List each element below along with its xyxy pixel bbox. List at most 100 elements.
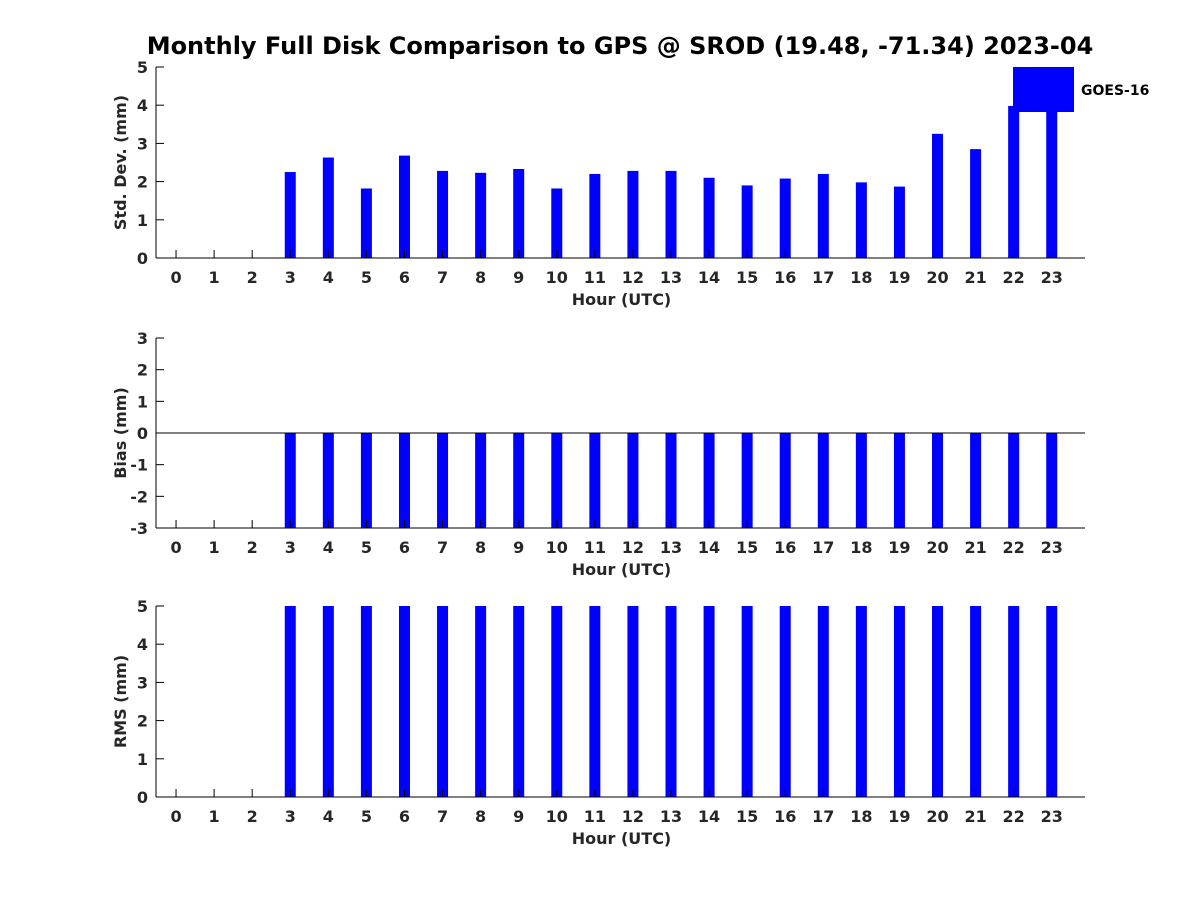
bar-rms-hour-20	[932, 606, 944, 797]
x-tick-label: 23	[1041, 538, 1063, 557]
x-tick-label: 0	[170, 268, 181, 287]
bar-rms-hour-9	[513, 606, 525, 797]
bar-rms-hour-19	[893, 606, 905, 797]
x-tick-label: 19	[888, 268, 910, 287]
x-tick-label: 3	[285, 538, 296, 557]
x-tick-label: 13	[660, 538, 682, 557]
x-tick-label: 9	[513, 807, 524, 826]
bar-bias-hour-13	[665, 433, 677, 528]
legend-label: GOES-16	[1081, 83, 1149, 99]
bar-rms-hour-21	[970, 606, 982, 797]
y-tick-label: 1	[137, 211, 148, 230]
bar-bias-hour-9	[513, 433, 525, 528]
x-tick-label: 5	[361, 807, 372, 826]
y-tick-label: 5	[137, 597, 148, 616]
bar-rms-hour-16	[779, 606, 791, 797]
x-tick-label: 2	[247, 538, 258, 557]
bar-std-dev-hour-6	[398, 155, 410, 258]
bar-rms-hour-12	[627, 606, 639, 797]
y-tick-label: 2	[137, 173, 148, 192]
bar-std-dev-hour-8	[475, 172, 487, 258]
x-tick-label: 16	[774, 268, 796, 287]
x-tick-label: 6	[399, 268, 410, 287]
x-axis-label: Hour (UTC)	[572, 560, 672, 579]
x-tick-label: 6	[399, 538, 410, 557]
bar-std-dev-hour-21	[970, 149, 982, 258]
bar-rms-hour-4	[322, 606, 334, 797]
y-tick-label: 0	[137, 424, 148, 443]
bar-rms-hour-13	[665, 606, 677, 797]
y-tick-label: 4	[137, 635, 148, 654]
x-tick-label: 12	[622, 268, 644, 287]
y-tick-label: 3	[137, 329, 148, 348]
bar-bias-hour-21	[970, 433, 982, 528]
bar-std-dev-hour-23	[1046, 89, 1058, 258]
bar-rms-hour-17	[817, 606, 829, 797]
x-tick-label: 20	[926, 268, 948, 287]
x-tick-label: 19	[888, 807, 910, 826]
bar-rms-hour-18	[855, 606, 867, 797]
bar-rms-hour-10	[551, 606, 563, 797]
x-tick-label: 18	[850, 538, 872, 557]
x-tick-label: 9	[513, 268, 524, 287]
bar-std-dev-hour-9	[513, 168, 525, 258]
x-tick-label: 11	[584, 268, 606, 287]
bar-bias-hour-6	[398, 433, 410, 528]
bar-bias-hour-18	[855, 433, 867, 528]
x-tick-label: 7	[437, 268, 448, 287]
x-tick-label: 14	[698, 807, 720, 826]
x-tick-label: 22	[1003, 807, 1025, 826]
bar-std-dev-hour-16	[779, 178, 791, 258]
x-tick-label: 14	[698, 538, 720, 557]
bar-bias-hour-11	[589, 433, 601, 528]
x-tick-label: 23	[1041, 268, 1063, 287]
x-tick-label: 3	[285, 807, 296, 826]
bar-std-dev-hour-13	[665, 170, 677, 258]
bar-std-dev-hour-22	[1008, 105, 1020, 259]
x-tick-label: 20	[926, 807, 948, 826]
y-tick-label: 2	[137, 712, 148, 731]
y-tick-label: -1	[130, 456, 148, 475]
x-tick-label: 13	[660, 807, 682, 826]
y-tick-label: 1	[137, 392, 148, 411]
bar-rms-hour-3	[284, 606, 296, 797]
x-tick-label: 17	[812, 807, 834, 826]
x-tick-label: 21	[964, 538, 986, 557]
x-tick-label: 9	[513, 538, 524, 557]
x-tick-label: 0	[170, 807, 181, 826]
bar-bias-hour-22	[1008, 433, 1020, 528]
x-tick-label: 2	[247, 807, 258, 826]
x-tick-label: 12	[622, 807, 644, 826]
x-tick-label: 11	[584, 538, 606, 557]
x-tick-label: 8	[475, 807, 486, 826]
bar-rms-hour-5	[360, 606, 372, 797]
bar-bias-hour-20	[932, 433, 944, 528]
y-tick-label: 0	[137, 249, 148, 268]
legend-swatch	[1013, 67, 1074, 112]
y-tick-label: 2	[137, 361, 148, 380]
y-axis-label: Bias (mm)	[111, 387, 130, 479]
x-tick-label: 2	[247, 268, 258, 287]
x-tick-label: 7	[437, 538, 448, 557]
x-tick-label: 22	[1003, 538, 1025, 557]
x-tick-label: 5	[361, 538, 372, 557]
bar-rms-hour-15	[741, 606, 753, 797]
x-tick-label: 21	[964, 807, 986, 826]
bar-bias-hour-10	[551, 433, 563, 528]
x-tick-label: 1	[209, 807, 220, 826]
y-tick-label: 1	[137, 750, 148, 769]
x-tick-label: 3	[285, 268, 296, 287]
bar-bias-hour-8	[475, 433, 487, 528]
x-tick-label: 20	[926, 538, 948, 557]
x-tick-label: 14	[698, 268, 720, 287]
y-tick-label: 5	[137, 58, 148, 77]
bar-rms-hour-22	[1008, 606, 1020, 797]
x-tick-label: 15	[736, 268, 758, 287]
x-tick-label: 11	[584, 807, 606, 826]
x-tick-label: 22	[1003, 268, 1025, 287]
x-tick-label: 4	[323, 268, 334, 287]
bar-std-dev-hour-15	[741, 185, 753, 258]
